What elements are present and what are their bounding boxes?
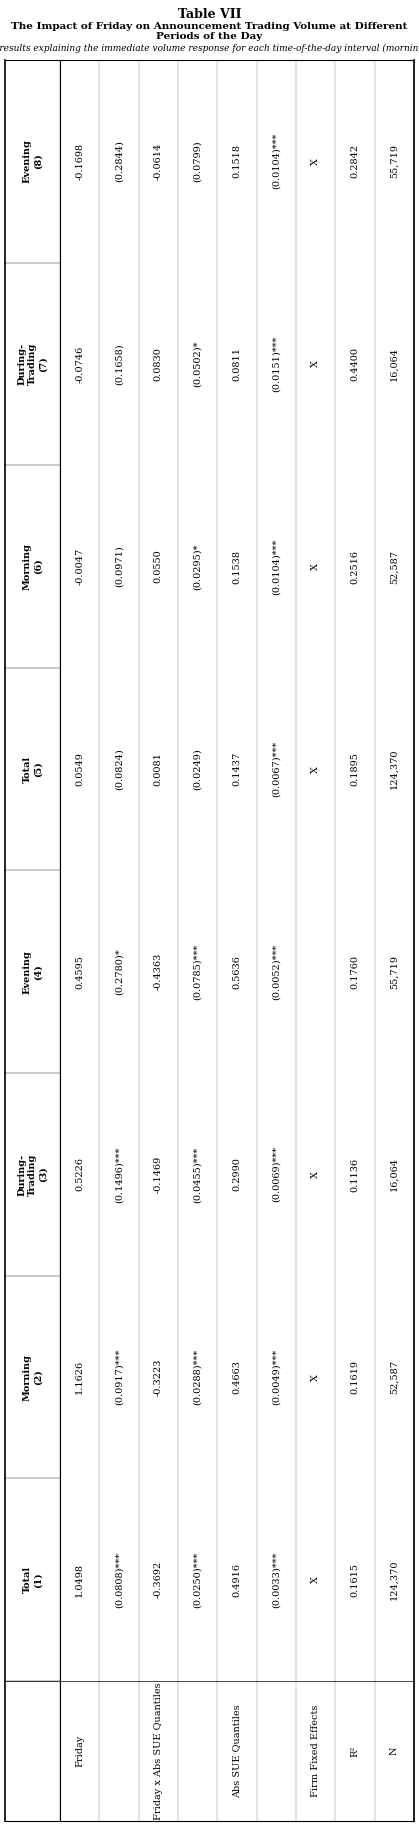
Text: 124,370: 124,370: [390, 1559, 399, 1600]
Text: X: X: [311, 157, 320, 164]
Text: 1.0498: 1.0498: [75, 1563, 84, 1596]
Text: 124,370: 124,370: [390, 749, 399, 789]
Text: 0.1895: 0.1895: [351, 752, 360, 787]
Text: 0.1619: 0.1619: [351, 1360, 360, 1393]
Text: 0.1538: 0.1538: [233, 550, 241, 584]
Text: X: X: [311, 1576, 320, 1583]
Text: R²: R²: [351, 1746, 360, 1757]
Text: (0.0069)***: (0.0069)***: [272, 1147, 281, 1203]
Text: -0.1469: -0.1469: [154, 1156, 163, 1192]
Text: X: X: [311, 765, 320, 772]
Text: 0.0830: 0.0830: [154, 347, 163, 382]
Text: During-
Trading
(3): During- Trading (3): [18, 1154, 47, 1196]
Text: 55,719: 55,719: [390, 144, 399, 179]
Text: 0.0081: 0.0081: [154, 752, 163, 787]
Text: N: N: [390, 1747, 399, 1755]
Text: (0.0799): (0.0799): [193, 141, 202, 183]
Text: 0.4916: 0.4916: [233, 1563, 241, 1596]
Text: -0.0614: -0.0614: [154, 142, 163, 181]
Text: 0.0550: 0.0550: [154, 550, 163, 584]
Text: (0.1496)***: (0.1496)***: [114, 1147, 124, 1203]
Text: -0.3223: -0.3223: [154, 1359, 163, 1395]
Text: 0.5226: 0.5226: [75, 1158, 84, 1191]
Text: -0.4363: -0.4363: [154, 953, 163, 990]
Text: Table VII: Table VII: [178, 7, 241, 22]
Text: -0.0746: -0.0746: [75, 345, 84, 383]
Text: 0.1136: 0.1136: [351, 1158, 360, 1192]
Text: (0.0250)***: (0.0250)***: [193, 1552, 202, 1609]
Text: (0.0104)***: (0.0104)***: [272, 133, 281, 190]
Text: X: X: [311, 1170, 320, 1178]
Text: 0.2516: 0.2516: [351, 550, 360, 584]
Text: (0.0785)***: (0.0785)***: [193, 944, 202, 1001]
Text: Evening
(4): Evening (4): [23, 950, 42, 993]
Text: Abs SUE Quantiles: Abs SUE Quantiles: [233, 1704, 241, 1799]
Text: (0.2780)*: (0.2780)*: [114, 948, 124, 995]
Text: (0.0151)***: (0.0151)***: [272, 336, 281, 393]
Text: (0.0104)***: (0.0104)***: [272, 539, 281, 595]
Text: (0.0971): (0.0971): [114, 546, 124, 588]
Text: Friday: Friday: [75, 1735, 84, 1768]
Text: 0.1760: 0.1760: [351, 955, 360, 990]
Text: (0.0455)***: (0.0455)***: [193, 1147, 202, 1203]
Text: -0.1698: -0.1698: [75, 142, 84, 181]
Text: Total
(5): Total (5): [23, 756, 42, 783]
Text: (0.2844): (0.2844): [114, 141, 124, 183]
Text: -0.0047: -0.0047: [75, 548, 84, 584]
Text: (0.0808)***: (0.0808)***: [114, 1552, 124, 1607]
Text: (0.0917)***: (0.0917)***: [114, 1349, 124, 1406]
Text: 16,064: 16,064: [390, 1158, 399, 1191]
Text: 0.0549: 0.0549: [75, 752, 84, 787]
Text: 0.0811: 0.0811: [233, 347, 241, 382]
Text: (0.0295)*: (0.0295)*: [193, 544, 202, 590]
Text: 0.5636: 0.5636: [233, 955, 241, 988]
Text: (0.0249): (0.0249): [193, 749, 202, 791]
Text: Evening
(8): Evening (8): [23, 139, 42, 183]
Text: 52,587: 52,587: [390, 550, 399, 584]
Text: -0.3692: -0.3692: [154, 1561, 163, 1598]
Text: 0.1437: 0.1437: [233, 752, 241, 787]
Text: X: X: [311, 1373, 320, 1380]
Text: Firm Fixed Effects: Firm Fixed Effects: [311, 1705, 320, 1797]
Text: (0.0502)*: (0.0502)*: [193, 341, 202, 387]
Text: This table presents regression results explaining the immediate volume response : This table presents regression results e…: [0, 44, 419, 53]
Text: X: X: [311, 562, 320, 570]
Text: (0.0052)***: (0.0052)***: [272, 944, 281, 1001]
Text: 16,064: 16,064: [390, 347, 399, 382]
Text: 1.1626: 1.1626: [75, 1360, 84, 1393]
Text: (0.0288)***: (0.0288)***: [193, 1349, 202, 1406]
Text: 0.4595: 0.4595: [75, 955, 84, 988]
Text: (0.0033)***: (0.0033)***: [272, 1552, 281, 1609]
Text: 0.4663: 0.4663: [233, 1360, 241, 1393]
Text: Morning
(2): Morning (2): [23, 1353, 42, 1401]
Text: 0.1518: 0.1518: [233, 144, 241, 179]
Text: 0.2842: 0.2842: [351, 144, 360, 179]
Text: 52,587: 52,587: [390, 1360, 399, 1393]
Text: 0.2990: 0.2990: [233, 1158, 241, 1191]
Text: 0.4400: 0.4400: [351, 347, 360, 382]
Text: 0.1615: 0.1615: [351, 1563, 360, 1596]
Text: Total
(1): Total (1): [23, 1567, 42, 1594]
Text: The Impact of Friday on Announcement Trading Volume at Different Periods of the : The Impact of Friday on Announcement Tra…: [11, 22, 408, 42]
Text: During-
Trading
(7): During- Trading (7): [18, 343, 47, 385]
Text: (0.0049)***: (0.0049)***: [272, 1349, 281, 1406]
Text: (0.1658): (0.1658): [114, 343, 124, 385]
Text: (0.0067)***: (0.0067)***: [272, 741, 281, 798]
Text: Friday x Abs SUE Quantiles: Friday x Abs SUE Quantiles: [154, 1682, 163, 1821]
Text: (0.0824): (0.0824): [114, 749, 124, 791]
Text: 55,719: 55,719: [390, 955, 399, 990]
Text: Morning
(6): Morning (6): [23, 542, 42, 590]
Text: X: X: [311, 360, 320, 367]
